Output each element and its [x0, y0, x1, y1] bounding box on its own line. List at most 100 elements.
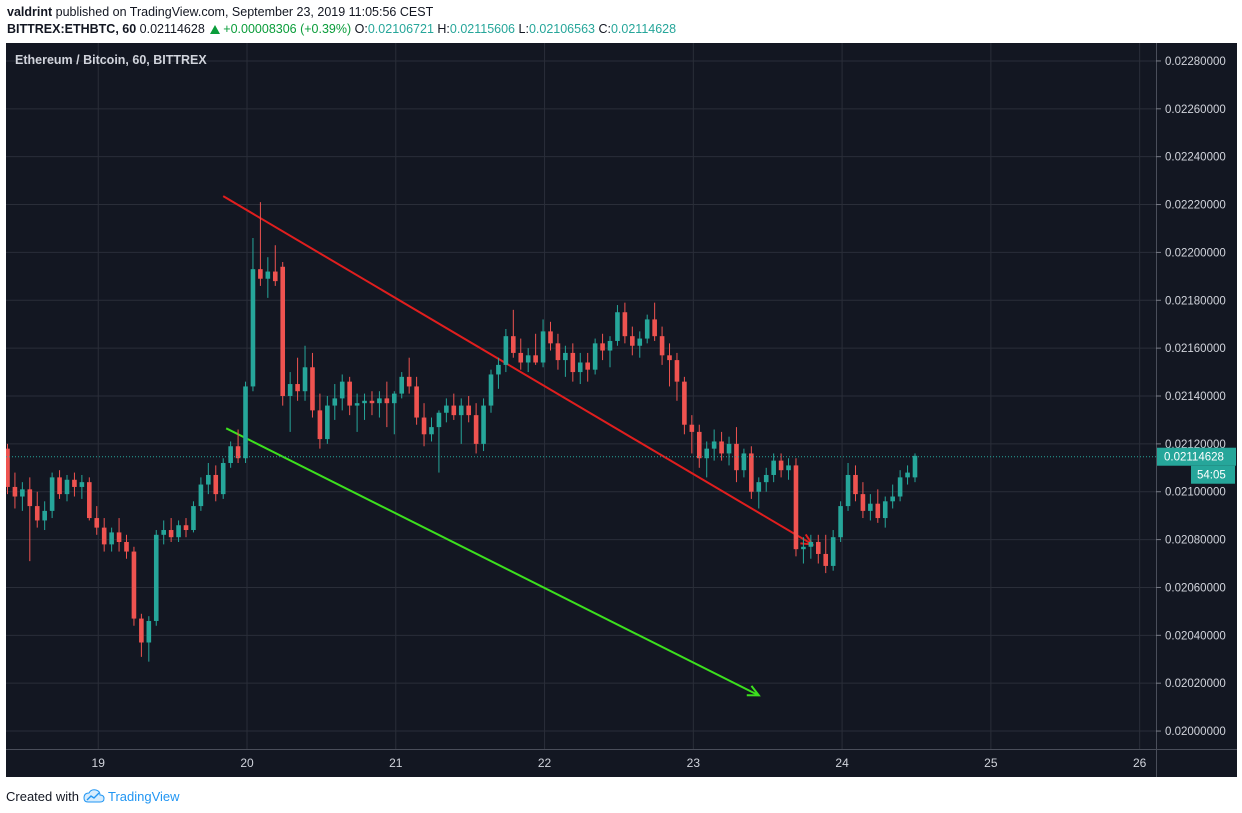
candle-body: [815, 541, 821, 554]
publish-line: valdrint published on TradingView.com, S…: [7, 4, 1237, 21]
symbol-label: BITTREX:ETHBTC, 60: [7, 22, 137, 36]
support-trendline: [225, 427, 760, 697]
candle-body: [741, 453, 747, 471]
candle-body: [399, 376, 405, 394]
candle: [726, 436, 732, 466]
candle: [206, 463, 211, 495]
candle: [258, 202, 263, 286]
candle-body: [191, 506, 196, 531]
candle-body: [421, 417, 427, 435]
candle-body: [466, 405, 471, 416]
x-tick-label: 26: [1133, 756, 1147, 770]
candle-body: [600, 343, 605, 351]
created-with-text: Created with: [6, 788, 79, 804]
candle-body: [696, 431, 702, 459]
bar-countdown-text: 54:05: [1197, 470, 1226, 482]
candle-body: [637, 338, 643, 346]
candle: [808, 534, 814, 559]
candle: [146, 616, 152, 662]
price-change: +0.00008306 (+0.39%): [223, 22, 352, 36]
price-axis[interactable]: 0.02280000 0.02260000 0.02240000 0.02220000…: [1156, 56, 1226, 738]
candle: [473, 403, 479, 454]
candle-body: [6, 448, 10, 487]
candle-body: [719, 441, 724, 454]
y-tick-label: 0.02220000: [1165, 200, 1226, 212]
candle: [116, 518, 122, 552]
candle: [191, 501, 196, 533]
candle: [429, 417, 434, 442]
candle: [607, 336, 613, 368]
candle-body: [406, 376, 412, 387]
candle-body: [786, 465, 791, 471]
candle-body: [377, 398, 382, 404]
candle-body: [265, 271, 271, 279]
candle: [511, 309, 516, 358]
candle-body: [577, 362, 583, 373]
candle: [161, 520, 166, 545]
candle: [414, 376, 419, 425]
author-name[interactable]: valdrint: [7, 5, 53, 19]
low-value: 0.02106563: [528, 22, 595, 36]
candle: [183, 518, 189, 538]
candle: [600, 333, 605, 361]
candle: [711, 429, 717, 461]
candle: [287, 372, 293, 432]
candle: [72, 472, 77, 497]
candle-body: [414, 386, 419, 418]
y-tick-label: 0.02100000: [1165, 487, 1226, 499]
candle-body: [436, 412, 442, 428]
candle: [153, 530, 159, 626]
candle-body: [808, 541, 814, 547]
time-axis[interactable]: 19 20 21 22 23 24 25 26: [92, 756, 1147, 770]
x-tick-label: 22: [538, 756, 552, 770]
y-tick-label: 0.02200000: [1165, 247, 1226, 259]
candle: [548, 321, 553, 351]
candle: [533, 333, 538, 365]
close-value: 0.02114628: [610, 22, 677, 36]
candle: [406, 357, 412, 394]
y-tick-label: 0.02140000: [1165, 391, 1226, 403]
candle: [741, 448, 747, 478]
candle-body: [622, 312, 628, 337]
ohlc-line: BITTREX:ETHBTC, 60 0.02114628 +0.0000830…: [7, 21, 1237, 38]
candle: [325, 396, 330, 444]
close-label: C:: [598, 22, 611, 36]
candle: [622, 302, 628, 344]
candle-body: [280, 266, 286, 396]
candle-body: [458, 405, 464, 416]
candle: [124, 534, 129, 559]
candle-body: [473, 415, 479, 444]
candlestick-chart[interactable]: 0.02280000 0.02260000 0.02240000 0.02220000…: [6, 43, 1237, 777]
chart-background: [6, 43, 1237, 777]
candle: [905, 465, 910, 485]
candle: [34, 491, 40, 528]
candle-body: [793, 465, 799, 550]
candle: [101, 518, 107, 552]
candle: [615, 305, 620, 346]
candle-body: [198, 484, 204, 507]
candle: [912, 453, 918, 483]
candle: [830, 530, 836, 571]
candle-body: [912, 455, 918, 478]
candle: [793, 458, 799, 557]
candle: [57, 470, 62, 499]
candle: [674, 352, 680, 401]
candle: [875, 489, 881, 523]
candle: [20, 482, 25, 511]
candle-body: [94, 518, 100, 528]
tradingview-link[interactable]: TradingView: [107, 788, 180, 804]
x-tick-label: 21: [389, 756, 403, 770]
candle-body: [109, 532, 114, 545]
candle-body: [362, 400, 367, 404]
candle-body: [161, 530, 166, 535]
candle-body: [801, 546, 806, 550]
candle-body: [332, 398, 338, 406]
last-price: 0.02114628: [139, 22, 205, 36]
candle: [235, 429, 241, 464]
candle-body: [116, 532, 122, 542]
candle: [79, 474, 85, 499]
candle: [49, 472, 55, 519]
candle: [890, 484, 895, 509]
candle: [265, 257, 271, 298]
candle: [667, 343, 672, 387]
